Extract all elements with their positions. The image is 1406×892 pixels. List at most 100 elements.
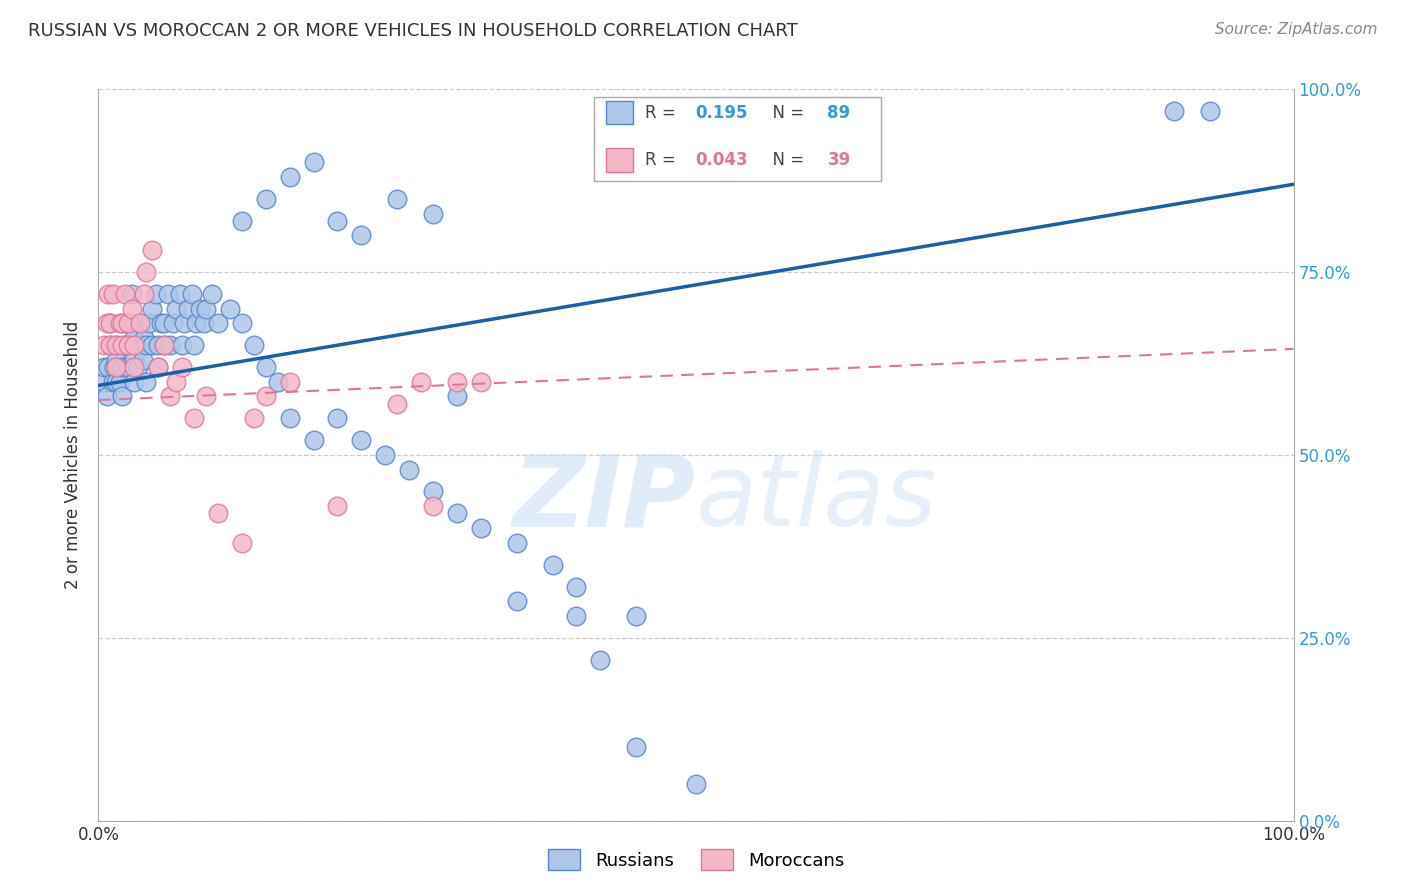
Point — [685, 777, 707, 791]
Text: R =: R = — [644, 103, 681, 121]
Point — [172, 360, 194, 375]
Point — [385, 397, 409, 411]
Point — [117, 338, 139, 352]
Point — [165, 301, 187, 316]
Point — [254, 192, 277, 206]
Point — [302, 155, 325, 169]
Point — [153, 316, 176, 330]
Point — [231, 214, 253, 228]
Point — [193, 316, 215, 330]
Bar — [606, 148, 633, 172]
Point — [243, 411, 266, 425]
Point — [350, 434, 373, 448]
Point — [145, 287, 167, 301]
Point — [194, 389, 218, 403]
Point — [124, 360, 146, 375]
Point — [132, 287, 155, 301]
Point — [231, 535, 253, 549]
Point — [186, 316, 208, 330]
Point — [141, 338, 163, 352]
Point — [506, 535, 529, 549]
Point — [159, 338, 181, 352]
Point — [111, 316, 134, 330]
Point — [183, 338, 205, 352]
Point — [153, 338, 176, 352]
Point — [350, 228, 373, 243]
Point — [470, 375, 492, 389]
Point — [129, 338, 152, 352]
Legend: Russians, Moroccans: Russians, Moroccans — [541, 842, 851, 878]
Point — [114, 338, 136, 352]
Point — [162, 316, 184, 330]
Point — [120, 316, 142, 330]
Point — [243, 338, 266, 352]
Point — [153, 338, 176, 352]
Point — [183, 411, 205, 425]
Point — [446, 389, 468, 403]
Point — [97, 287, 120, 301]
Point — [267, 375, 290, 389]
Point — [173, 316, 195, 330]
Point — [108, 375, 131, 389]
Point — [127, 360, 149, 375]
Point — [101, 375, 124, 389]
FancyBboxPatch shape — [595, 96, 882, 180]
Point — [188, 301, 211, 316]
Point — [446, 507, 468, 521]
Point — [117, 360, 139, 375]
Point — [541, 558, 564, 572]
Point — [97, 360, 120, 375]
Y-axis label: 2 or more Vehicles in Household: 2 or more Vehicles in Household — [65, 321, 83, 589]
Point — [156, 287, 179, 301]
Point — [124, 338, 146, 352]
Point — [326, 499, 349, 513]
Point — [101, 287, 124, 301]
Text: N =: N = — [762, 151, 808, 169]
Text: 39: 39 — [827, 151, 851, 169]
Point — [278, 375, 301, 389]
Point — [149, 316, 172, 330]
Point — [626, 740, 648, 755]
Point — [148, 338, 170, 352]
Point — [207, 316, 229, 330]
Point — [148, 360, 170, 375]
Point — [103, 360, 125, 375]
Point — [165, 375, 187, 389]
Point — [135, 338, 157, 352]
Point — [105, 338, 128, 352]
Point — [1198, 104, 1220, 119]
Point — [111, 389, 134, 403]
Point — [129, 316, 152, 330]
Point — [422, 206, 444, 220]
Point — [131, 352, 153, 367]
Point — [98, 316, 122, 330]
Point — [172, 338, 194, 352]
Point — [626, 608, 648, 623]
Point — [278, 411, 301, 425]
Point — [326, 411, 349, 425]
Point — [135, 265, 157, 279]
Point — [111, 338, 134, 352]
Point — [422, 484, 444, 499]
Point — [105, 375, 128, 389]
Point — [98, 338, 122, 352]
Point — [121, 287, 143, 301]
Text: RUSSIAN VS MOROCCAN 2 OR MORE VEHICLES IN HOUSEHOLD CORRELATION CHART: RUSSIAN VS MOROCCAN 2 OR MORE VEHICLES I… — [28, 22, 797, 40]
Point — [141, 243, 163, 257]
Point — [141, 301, 163, 316]
Point — [135, 375, 157, 389]
Text: ZIP: ZIP — [513, 450, 696, 548]
Point — [374, 448, 396, 462]
Point — [231, 316, 253, 330]
Point — [194, 301, 218, 316]
Point — [159, 389, 181, 403]
Point — [96, 316, 118, 330]
Point — [180, 287, 202, 301]
Point — [124, 375, 146, 389]
Point — [506, 594, 529, 608]
Point — [114, 316, 136, 330]
Point — [93, 375, 115, 389]
Text: R =: R = — [644, 151, 681, 169]
Point — [93, 360, 115, 375]
Point — [117, 316, 139, 330]
